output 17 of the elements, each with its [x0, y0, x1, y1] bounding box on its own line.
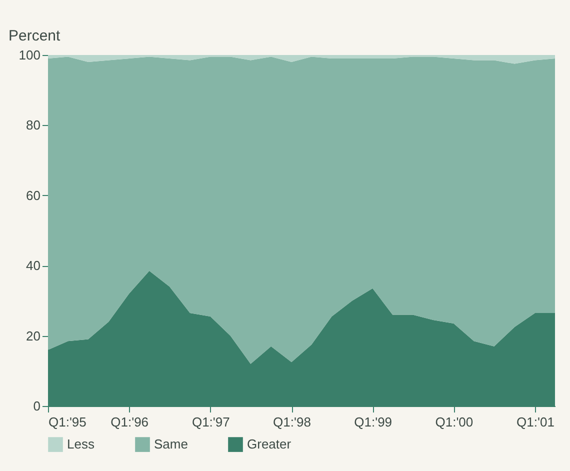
y-tick-label: 80: [26, 118, 40, 133]
y-tick-label: 60: [26, 188, 40, 203]
y-tick-label: 100: [18, 48, 40, 62]
y-tick-label: 0: [33, 398, 40, 414]
y-axis-title: Percent: [8, 28, 62, 44]
x-tick-label: Q1:'98: [273, 414, 311, 430]
legend-label: Less: [67, 436, 95, 452]
legend-label: Same: [154, 436, 188, 452]
x-tick-label: Q1:'95: [48, 414, 86, 430]
legend-label: Greater: [247, 436, 292, 452]
x-tick-label: Q1:'00: [435, 414, 474, 430]
y-tick-label: 20: [26, 328, 40, 344]
x-tick-label: Q1:'99: [354, 414, 392, 430]
x-tick-label: Q1:'96: [110, 414, 149, 430]
y-tick-label: 40: [26, 258, 40, 274]
x-tick-label: Q1:'97: [192, 414, 230, 430]
x-tick-label: Q1:'01: [516, 414, 554, 430]
